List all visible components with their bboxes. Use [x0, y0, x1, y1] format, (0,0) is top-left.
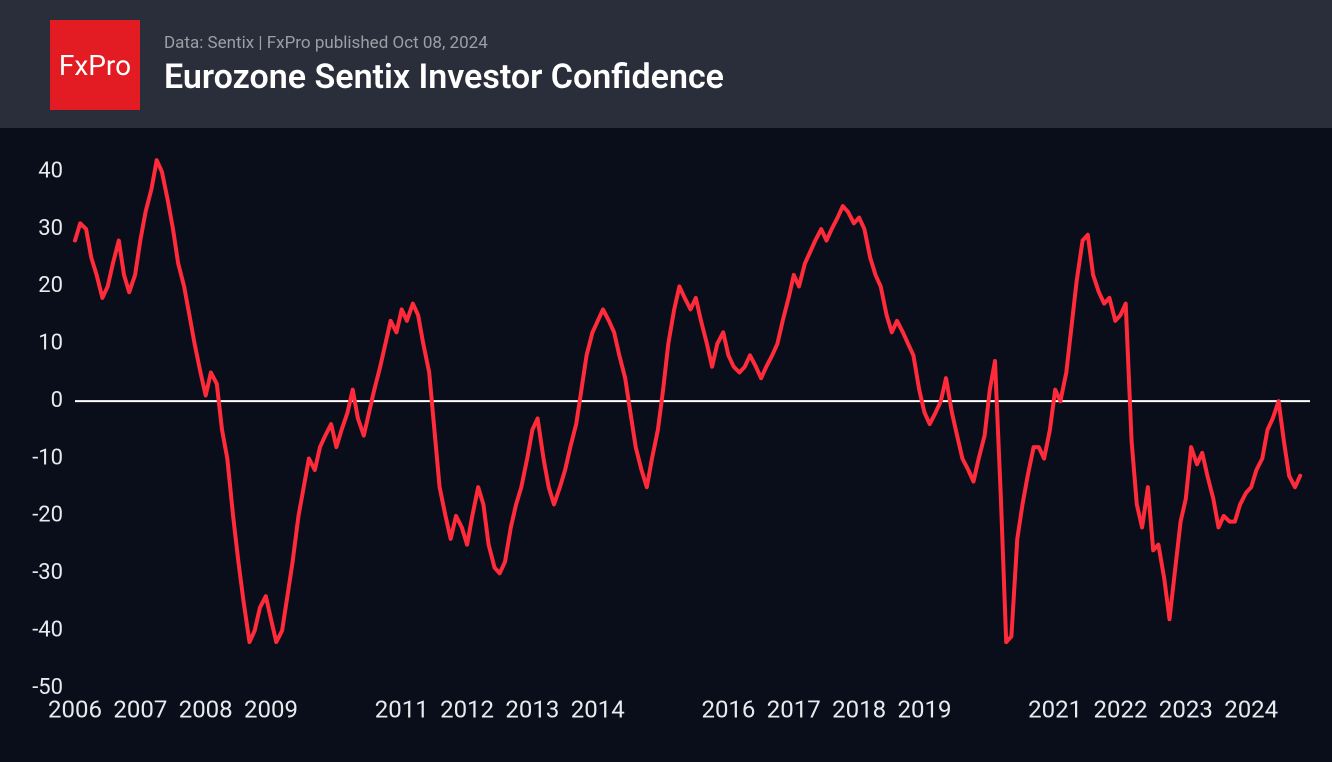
x-tick-label: 2006	[48, 696, 102, 724]
x-tick-label: 2018	[832, 696, 886, 724]
x-tick-label: 2019	[897, 696, 951, 724]
y-tick-label: -20	[32, 503, 63, 528]
chart-title: Eurozone Sentix Investor Confidence	[164, 57, 724, 97]
y-tick-label: 0	[51, 388, 63, 413]
x-tick-label: 2011	[375, 696, 429, 724]
header: FxPro Data: Sentix | FxPro published Oct…	[0, 0, 1332, 128]
y-tick-label: -30	[32, 560, 63, 585]
y-tick-label: -10	[32, 445, 63, 470]
x-tick-label: 2017	[767, 696, 821, 724]
line-chart: 403020100-10-20-30-40-50 200620072008200…	[0, 128, 1332, 762]
x-tick-label: 2009	[244, 696, 298, 724]
brand-logo-text: FxPro	[59, 49, 131, 82]
y-tick-label: 10	[38, 331, 63, 356]
chart-area: 403020100-10-20-30-40-50 200620072008200…	[0, 128, 1332, 762]
y-tick-label: 30	[38, 216, 63, 241]
x-tick-label: 2008	[179, 696, 233, 724]
x-tick-label: 2012	[440, 696, 494, 724]
y-tick-label: 20	[38, 273, 63, 298]
x-axis-ticks: 2006 2007 2008 2009 2011 2012 2013 2014 2016 2017…	[48, 696, 1278, 724]
y-axis-ticks: 403020100-10-20-30-40-50	[32, 158, 63, 699]
y-tick-label: -40	[32, 617, 63, 642]
x-tick-label: 2022	[1094, 696, 1148, 724]
x-tick-label: 2013	[505, 696, 559, 724]
chart-subtitle: Data: Sentix | FxPro published Oct 08, 2…	[164, 33, 724, 53]
header-text: Data: Sentix | FxPro published Oct 08, 2…	[164, 33, 724, 97]
x-tick-label: 2023	[1159, 696, 1213, 724]
x-tick-label: 2014	[571, 696, 625, 724]
y-tick-label: 40	[38, 158, 63, 183]
brand-logo: FxPro	[50, 20, 140, 110]
x-tick-label: 2007	[113, 696, 167, 724]
x-tick-label: 2016	[701, 696, 755, 724]
x-tick-label: 2021	[1028, 696, 1082, 724]
x-tick-label: 2024	[1224, 696, 1278, 724]
